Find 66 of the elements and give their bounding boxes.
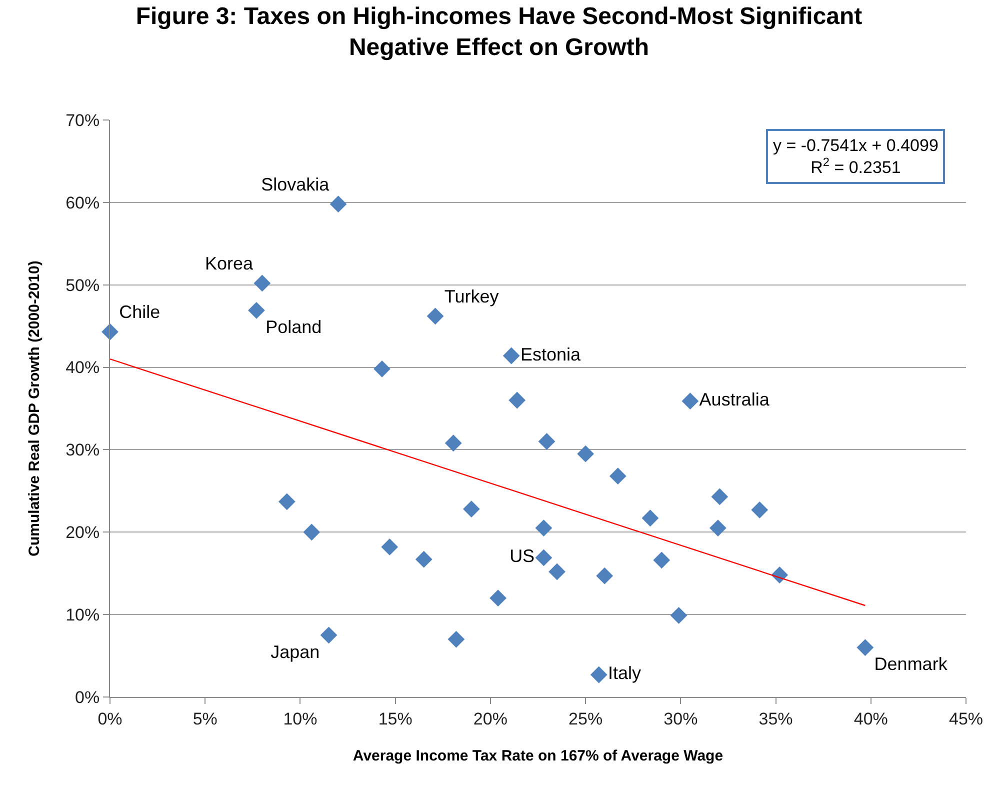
y-tick-label: 70%: [66, 110, 100, 130]
x-tick-label: 10%: [283, 709, 318, 728]
point: [462, 500, 480, 518]
x-tick-label: 30%: [664, 709, 698, 728]
x-tick-label: 35%: [758, 709, 793, 728]
data-label: US: [510, 546, 535, 566]
point: [374, 360, 390, 378]
point: [278, 493, 296, 510]
point: [535, 549, 552, 566]
data-label: Korea: [205, 254, 254, 274]
y-tick-label: 20%: [66, 523, 100, 542]
point: [254, 274, 271, 292]
y-axis-title: Cumulative Real GDP Growth (2000-2010): [26, 260, 43, 556]
data-label: Estonia: [520, 344, 582, 364]
x-tick-label: 15%: [378, 709, 412, 728]
point: [710, 520, 726, 536]
data-label: Australia: [699, 390, 770, 410]
point: [102, 323, 118, 340]
point: [248, 302, 265, 319]
x-tick-label: 40%: [854, 709, 888, 728]
point: [670, 606, 688, 624]
x-tick-label: 5%: [192, 709, 218, 728]
point: [303, 524, 320, 541]
point: [448, 630, 465, 648]
point: [577, 445, 594, 462]
data-label: Chile: [119, 302, 160, 322]
data-label: Denmark: [874, 654, 948, 674]
data-label: Poland: [266, 317, 322, 338]
point: [653, 552, 670, 569]
point: [508, 392, 526, 409]
point: [642, 510, 659, 527]
point: [426, 308, 444, 325]
point: [502, 347, 520, 364]
point: [682, 392, 699, 410]
y-tick-label: 30%: [66, 440, 100, 460]
x-tick-label: 20%: [473, 709, 508, 728]
data-label: Turkey: [444, 286, 499, 307]
point: [609, 468, 626, 485]
y-tick-label: 0%: [75, 688, 100, 707]
point: [538, 433, 556, 450]
point: [535, 520, 552, 536]
y-tick-label: 60%: [66, 193, 100, 212]
point: [490, 590, 506, 607]
point: [751, 501, 768, 518]
point: [320, 626, 338, 644]
data-label: Italy: [608, 663, 642, 684]
point: [856, 639, 874, 656]
chart-title: Figure 3: Taxes on High-incomes Have Second-Most Significant Negative Effect on Growth: [136, 2, 862, 61]
point: [444, 434, 462, 452]
point: [590, 666, 608, 684]
point: [415, 550, 432, 568]
point: [711, 488, 728, 506]
point: [596, 567, 614, 584]
x-tick-label: 45%: [948, 709, 984, 728]
x-axis-title: Average Income Tax Rate on 167% of Average Wage: [352, 747, 724, 764]
data-label: Slovakia: [261, 174, 330, 194]
point: [381, 538, 398, 556]
x-tick-label: 25%: [568, 709, 603, 728]
point: [548, 563, 566, 580]
data-label: Japan: [270, 642, 320, 662]
x-tick-label: 0%: [98, 709, 122, 728]
y-tick-label: 40%: [66, 358, 100, 378]
point: [330, 196, 347, 213]
annotation: y = -0.7541x + 0.4099 R$^{2}$ = 0.2351: [773, 136, 938, 178]
y-tick-label: 10%: [66, 606, 100, 625]
y-tick-label: 50%: [66, 276, 100, 295]
